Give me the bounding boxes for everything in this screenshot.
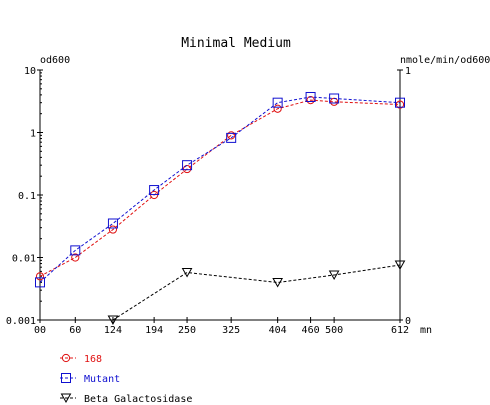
x-tick-label: 00 [34,325,46,336]
legend-marker [60,393,72,404]
legend: 168 Mutant Beta Galactosidase [60,353,192,405]
left-axis-label: od600 [40,55,70,66]
x-tick-label: 460 [302,325,320,336]
left-tick-label: 0.001 [6,316,36,327]
series-line [39,99,401,277]
x-tick-label: 194 [145,325,163,336]
data-point [227,131,236,140]
x-tick-label: 60 [69,325,81,336]
data-point [107,218,118,229]
data-point [273,104,282,113]
left-tick-label: 10 [24,66,36,77]
legend-label: Mutant [84,374,120,385]
data-point [272,97,283,108]
legend-label: Beta Galactosidase [84,394,192,405]
x-tick-label: 612 [391,325,409,336]
data-point [394,260,406,271]
data-point [305,91,316,102]
x-tick-label: 500 [325,325,343,336]
x-tick-label: 124 [104,325,122,336]
data-point [182,160,193,171]
x-tick-label: 250 [178,325,196,336]
data-point [395,97,405,108]
x-tick-label: 325 [222,325,240,336]
left-tick-label: 0.1 [18,191,36,202]
series-group [35,91,406,326]
data-point [70,245,81,256]
legend-item: Mutant [60,373,120,385]
legend-item: Beta Galactosidase [60,393,192,405]
right-tick-label: 1 [405,66,411,77]
data-point [272,278,284,288]
data-point [181,268,193,278]
series-line [39,96,401,283]
x-unit-label: mn [420,325,432,336]
legend-marker [61,373,71,383]
right-tick-label: 0 [405,316,411,327]
left-tick-label: 1 [30,129,36,140]
chart-title: Minimal Medium [181,36,291,51]
series-0 [35,95,405,281]
data-point [71,253,80,262]
data-point [149,185,160,196]
series-2 [107,260,406,326]
data-point [328,270,340,281]
data-point [108,225,118,234]
right-axis-label: nmole/min/od600 [400,55,490,66]
data-point [329,93,340,104]
legend-marker [61,353,71,363]
data-point [226,132,237,143]
series-line [112,264,401,321]
data-point [107,315,119,326]
x-tick-label: 404 [269,325,287,336]
data-point [182,164,192,174]
legend-item: 168 [60,353,102,365]
data-point [35,272,45,281]
data-point [35,277,45,288]
series-1 [35,91,405,288]
legend-label: 168 [84,354,102,365]
left-tick-label: 0.01 [12,254,36,265]
data-point [395,100,405,109]
